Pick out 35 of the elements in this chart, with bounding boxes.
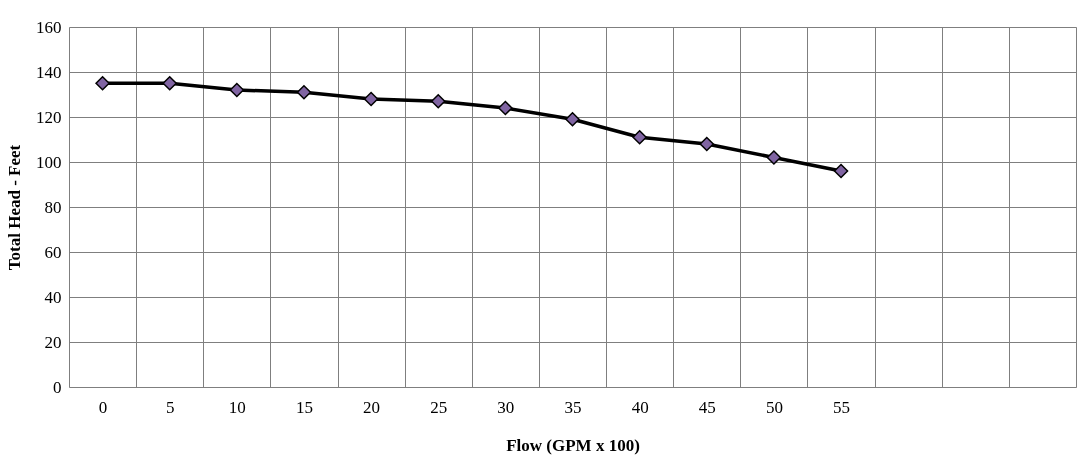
- point: [363, 91, 379, 107]
- y-tick-label: 140: [36, 62, 62, 82]
- point: [565, 111, 580, 127]
- y-tick-label: 60: [44, 242, 62, 262]
- y-tick-label: 0: [53, 377, 62, 397]
- y-tick-label: 100: [36, 152, 62, 172]
- y-tick-label: 120: [36, 107, 62, 127]
- y-axis-title: Total Head - Feet: [5, 144, 24, 271]
- point: [498, 100, 513, 116]
- y-tick-label: 160: [36, 17, 62, 37]
- point: [162, 75, 177, 91]
- x-tick-label: 15: [295, 397, 313, 417]
- point: [229, 82, 245, 98]
- y-tick-label: 20: [44, 332, 62, 352]
- point: [95, 75, 110, 91]
- x-tick-label: 30: [497, 397, 515, 417]
- x-tick-label: 5: [165, 397, 175, 417]
- x-tick-label: 20: [363, 397, 381, 417]
- y-tick-label: 40: [44, 287, 62, 307]
- point: [699, 136, 715, 152]
- x-tick-label: 10: [228, 397, 246, 417]
- x-tick-label: 25: [430, 397, 448, 417]
- point: [632, 129, 647, 145]
- point: [430, 93, 446, 109]
- x-axis-title: Flow (GPM x 100): [506, 435, 640, 455]
- x-tick-label: 35: [564, 397, 582, 417]
- y-tick-label: 80: [44, 197, 62, 217]
- x-tick-label: 0: [98, 397, 108, 417]
- x-tick-label: 45: [698, 397, 716, 417]
- point: [833, 163, 849, 179]
- x-tick-label: 50: [765, 397, 783, 417]
- point: [766, 150, 782, 165]
- x-tick-label: 40: [631, 397, 649, 417]
- point: [296, 84, 312, 100]
- x-tick-label: 55: [833, 397, 851, 417]
